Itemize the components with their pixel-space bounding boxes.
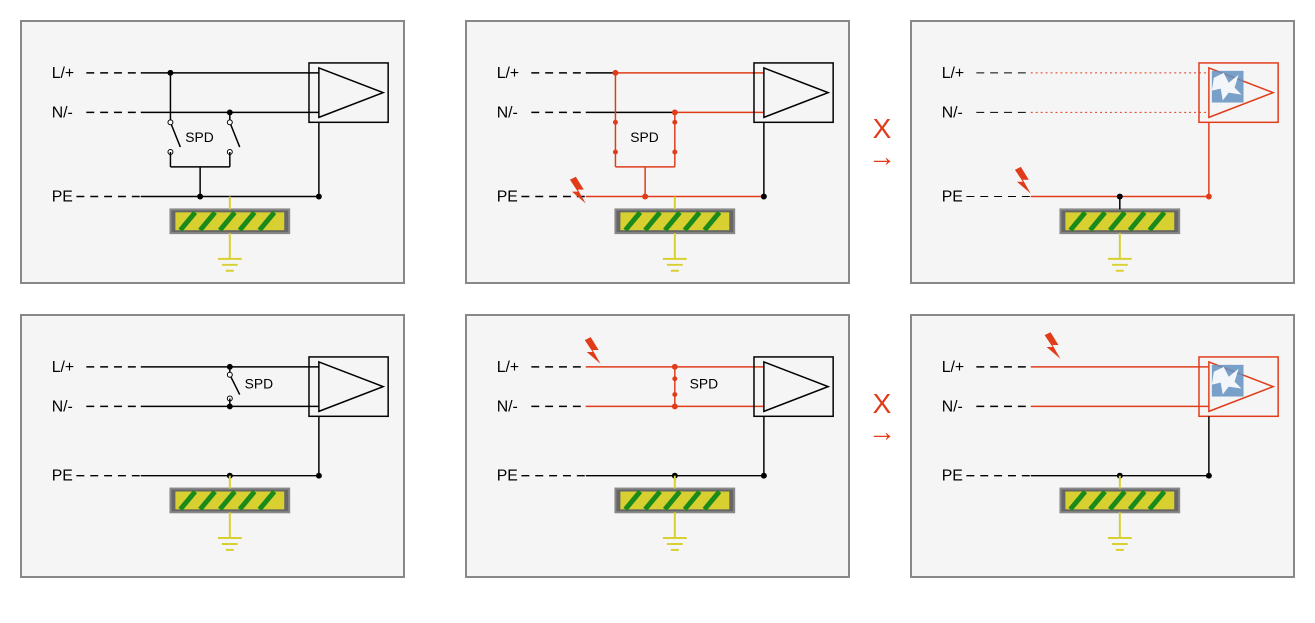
surge-icon [1045,332,1061,359]
label-neutral: N/- [942,398,963,415]
ground-symbol [170,197,289,271]
panel-surge-pe-damage: L/+ N/- PE [910,20,1295,284]
arrow-right-icon: → [868,141,896,172]
ground-symbol [615,476,734,550]
surge-icon [585,337,601,364]
label-live: L/+ [52,359,74,376]
label-neutral: N/- [942,104,963,121]
panel-surge-l-damage: L/+ N/- PE [910,314,1295,578]
label-live: L/+ [497,65,519,82]
arrow-right-icon: → [868,416,896,447]
label-live: L/+ [497,359,519,376]
label-spd: SPD [690,376,718,392]
panel-surge-pe-protected: L/+ N/- PE SPD [465,20,850,284]
panel-normal-lpe-npe: L/+ N/- PE [20,20,405,284]
ground-symbol [1060,197,1179,271]
label-earth: PE [52,468,73,485]
reject-arrow-bottom: X → [868,390,896,446]
label-spd: SPD [185,129,213,145]
surge-icon [1015,167,1031,194]
panel-surge-l-protected: L/+ N/- PE SPD [465,314,850,578]
label-earth: PE [942,468,963,485]
label-earth: PE [497,468,518,485]
x-mark: X [873,113,892,144]
label-earth: PE [942,188,963,205]
damage-icon [1212,365,1244,397]
diagram-grid: L/+ N/- PE [20,20,1295,578]
ground-symbol [1060,476,1179,550]
ground-symbol [170,476,289,550]
ground-symbol [615,197,734,271]
damage-icon [1212,71,1244,103]
label-live: L/+ [942,359,964,376]
label-neutral: N/- [497,398,518,415]
label-neutral: N/- [52,104,73,121]
label-spd: SPD [245,376,273,392]
panel-normal-ln: L/+ N/- PE SPD [20,314,405,578]
label-earth: PE [52,188,73,205]
x-mark: X [873,388,892,419]
label-live: L/+ [942,65,964,82]
label-neutral: N/- [497,104,518,121]
label-spd: SPD [630,129,658,145]
label-live: L/+ [52,65,74,82]
surge-icon [570,177,586,204]
reject-arrow-top: X → [868,115,896,171]
label-neutral: N/- [52,398,73,415]
label-earth: PE [497,188,518,205]
